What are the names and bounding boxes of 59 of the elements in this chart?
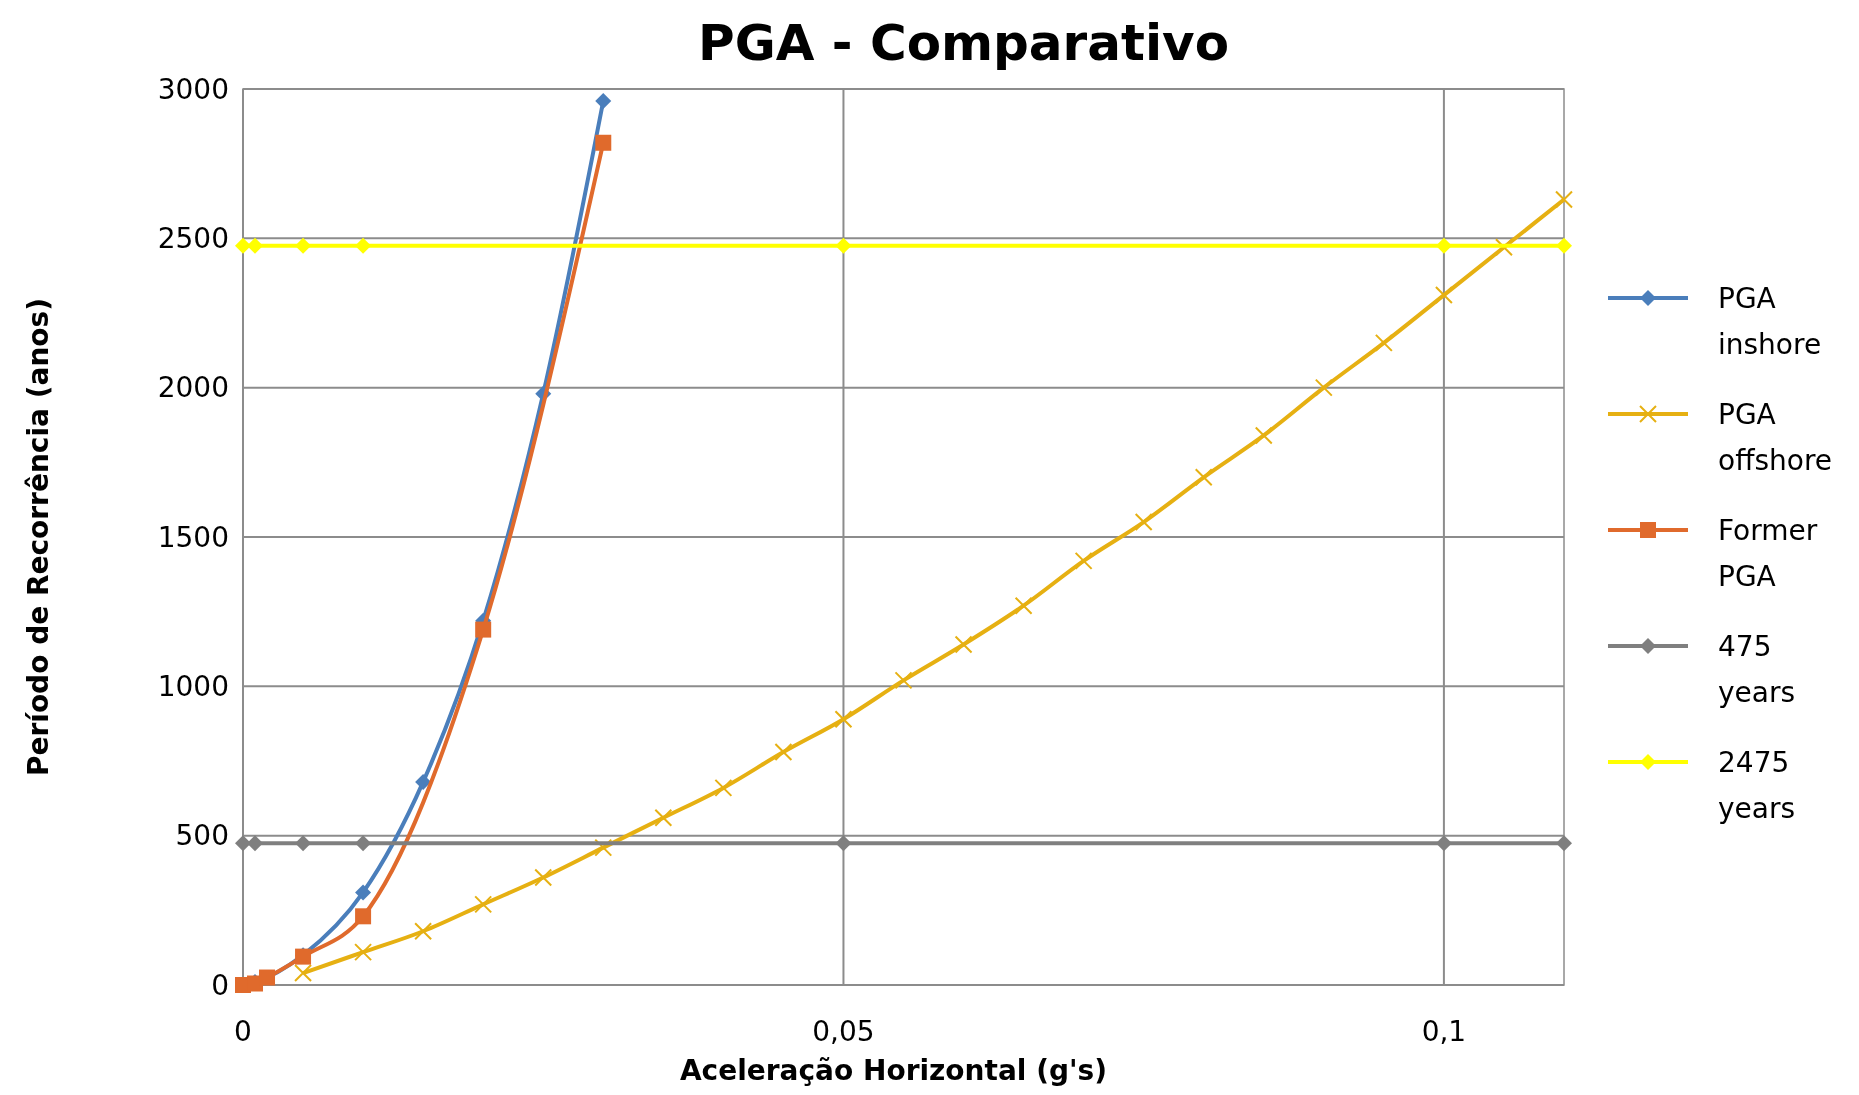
point <box>354 943 373 962</box>
point <box>414 922 433 941</box>
point <box>834 710 853 729</box>
x-tick-label: 0 <box>234 1015 252 1048</box>
point <box>1435 835 1452 852</box>
point <box>1194 468 1213 487</box>
point <box>474 895 493 914</box>
legend-label: 2475 years <box>1718 745 1796 825</box>
point <box>894 671 913 690</box>
point <box>1556 835 1572 852</box>
point <box>355 884 372 901</box>
point <box>475 621 492 638</box>
point <box>235 237 251 254</box>
chart-title: PGA - Comparativo <box>697 14 1230 72</box>
point <box>235 835 251 852</box>
point <box>295 237 312 254</box>
y-tick-label: 1000 <box>157 670 229 704</box>
point <box>654 808 673 827</box>
point <box>594 838 613 857</box>
point <box>259 969 276 986</box>
point <box>1435 237 1452 254</box>
point <box>1254 426 1273 445</box>
point <box>1555 190 1573 209</box>
point <box>415 773 432 790</box>
y-tick-label: 3000 <box>157 72 229 106</box>
point <box>595 134 612 151</box>
point <box>835 237 852 254</box>
point <box>1374 333 1393 352</box>
point <box>247 237 264 254</box>
point <box>355 835 372 852</box>
point <box>835 835 852 852</box>
point <box>247 835 264 852</box>
point <box>1074 551 1093 570</box>
point <box>1014 596 1033 615</box>
point <box>355 237 372 254</box>
x-axis-title: Aceleração Horizontal (g's) <box>679 1054 1108 1087</box>
x-tick-label: 0,05 <box>812 1015 875 1048</box>
y-tick-label: 500 <box>175 819 229 853</box>
point <box>954 635 973 654</box>
legend-label: PGA inshore <box>1718 281 1822 361</box>
y-tick-label: 1500 <box>157 520 229 554</box>
point <box>595 92 612 109</box>
point <box>355 908 372 925</box>
x-tick-label: 0,1 <box>1421 1015 1467 1048</box>
y-axis-title: Período de Recorrência (anos) <box>22 297 55 777</box>
legend-label: Former PGA <box>1718 513 1818 593</box>
point <box>294 964 313 983</box>
point <box>714 778 733 797</box>
y-tick-label: 2500 <box>157 222 229 256</box>
point <box>534 868 553 887</box>
point <box>295 835 312 852</box>
point <box>774 743 793 762</box>
y-tick-label: 0 <box>211 968 229 1002</box>
point <box>1134 513 1153 532</box>
point <box>1434 286 1453 305</box>
y-tick-label: 2000 <box>157 371 229 405</box>
legend-label: PGA offshore <box>1718 397 1833 477</box>
legend-label: 475 years <box>1718 629 1796 709</box>
point <box>1556 237 1572 254</box>
